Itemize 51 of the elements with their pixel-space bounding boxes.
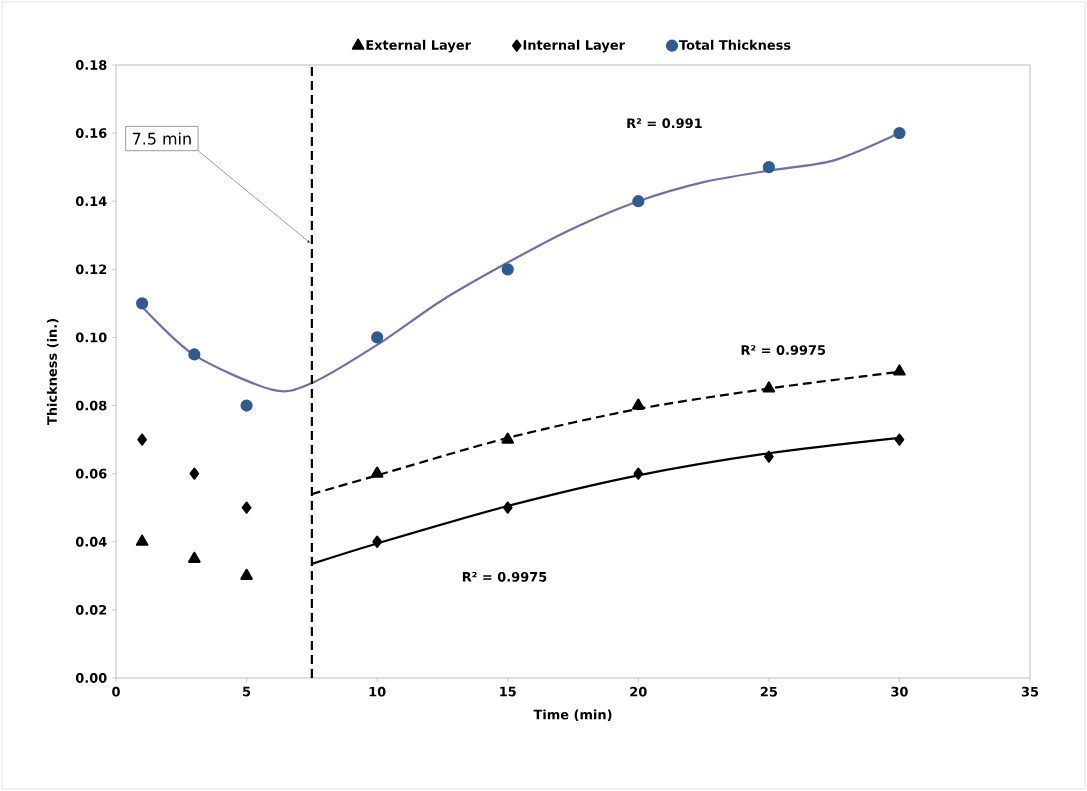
y-axis-title: Thickness (in.) — [46, 319, 59, 425]
point — [762, 381, 776, 393]
point — [371, 331, 384, 344]
x-tick-label: 10 — [369, 686, 386, 697]
x-axis-title: Time (min) — [533, 709, 612, 721]
point — [136, 297, 149, 310]
ref-line-label: 7.5 min — [132, 132, 191, 145]
point — [762, 161, 775, 174]
x-tick-label: 35 — [1021, 686, 1039, 697]
y-tick-label: 0.12 — [75, 264, 107, 275]
legend-label: Total Thickness — [679, 39, 791, 50]
y-tick-label: 0.16 — [75, 128, 107, 138]
x-tick-label: 30 — [891, 686, 908, 697]
legend-label: External Layer — [366, 39, 471, 53]
y-tick-label: 0.18 — [75, 60, 107, 70]
annotation: R² = 0.9975 — [741, 345, 826, 355]
x-tick-label: 15 — [500, 686, 516, 697]
point — [370, 466, 384, 478]
point — [135, 534, 149, 546]
point — [241, 501, 252, 514]
point — [764, 450, 774, 463]
legend-label: Internal Layer — [523, 39, 625, 53]
point — [188, 348, 201, 361]
y-tick-label: 0.08 — [75, 400, 107, 411]
point — [633, 467, 644, 480]
point — [632, 398, 645, 410]
annotation: R² = 0.991 — [627, 118, 702, 129]
point — [189, 467, 200, 480]
x-tick-label: 0 — [112, 686, 120, 697]
point — [240, 568, 253, 580]
point — [501, 432, 515, 444]
y-tick-label: 0.06 — [75, 468, 107, 479]
y-tick-label: 0.14 — [75, 196, 107, 207]
point — [893, 126, 906, 140]
y-tick-label: 0.00 — [75, 673, 107, 683]
point — [137, 433, 147, 446]
point — [502, 501, 513, 514]
point — [632, 195, 645, 208]
annotation: R² = 0.9975 — [462, 571, 547, 582]
point — [894, 433, 905, 446]
y-tick-label: 0.02 — [75, 604, 107, 615]
point — [188, 551, 201, 563]
point — [240, 399, 253, 412]
point — [893, 364, 906, 376]
point — [372, 535, 382, 548]
point — [501, 263, 514, 276]
x-tick-label: 25 — [760, 686, 777, 697]
x-tick-label: 20 — [630, 686, 647, 697]
y-tick-label: 0.04 — [75, 536, 107, 547]
y-tick-label: 0.10 — [75, 332, 107, 343]
x-tick-label: 5 — [243, 686, 251, 697]
